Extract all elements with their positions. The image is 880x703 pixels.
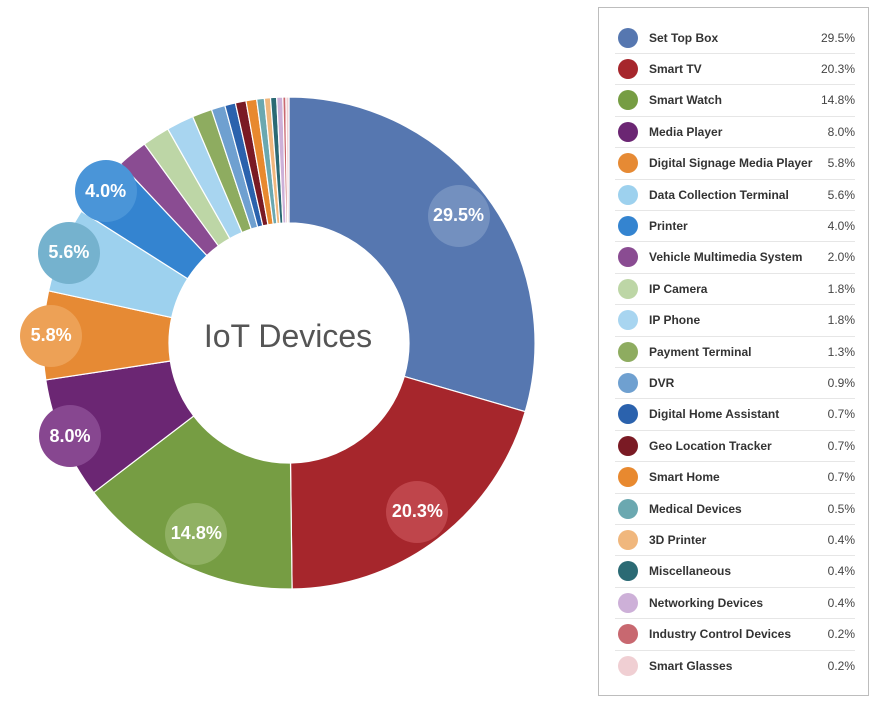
legend-swatch [618, 341, 638, 362]
legend-swatch [618, 215, 638, 236]
legend: Set Top Box 29.5% Smart TV 20.3% Smart Watch… [598, 7, 869, 696]
legend-label: Smart TV [649, 61, 702, 76]
legend-value: 0.2% [827, 658, 855, 673]
slice-label-set-top-box: 29.5% [427, 184, 490, 247]
legend-item-industry-control-devices[interactable]: Industry Control Devices 0.2% [615, 619, 855, 651]
legend-label: IP Camera [649, 281, 708, 296]
legend-value: 1.3% [827, 344, 855, 359]
legend-swatch [618, 529, 638, 550]
legend-label: Media Player [649, 124, 723, 139]
legend-swatch [618, 655, 638, 676]
legend-item-3d-printer[interactable]: 3D Printer 0.4% [615, 524, 855, 557]
legend-item-ip-camera[interactable]: IP Camera 1.8% [615, 273, 855, 306]
legend-value: 14.8% [820, 93, 855, 108]
chart-title: IoT Devices [203, 318, 373, 354]
donut-hole [169, 223, 409, 463]
legend-item-media-player[interactable]: Media Player 8.0% [615, 116, 855, 149]
legend-item-digital-home-assistant[interactable]: Digital Home Assistant 0.7% [615, 399, 855, 431]
legend-label: Smart Home [649, 470, 720, 485]
legend-swatch [618, 247, 638, 268]
legend-swatch [618, 435, 638, 456]
legend-swatch [618, 184, 638, 205]
slice-label-printer: 4.0% [74, 160, 137, 223]
legend-item-smart-watch[interactable]: Smart Watch 14.8% [615, 85, 855, 117]
legend-value: 20.3% [820, 61, 855, 76]
slice-label-smart-tv: 20.3% [386, 480, 449, 543]
legend-label: Printer [649, 218, 688, 233]
legend-value: 0.7% [827, 407, 855, 422]
legend-label: Geo Location Tracker [649, 438, 772, 453]
legend-item-geo-location-tracker[interactable]: Geo Location Tracker 0.7% [615, 430, 855, 463]
slice-label-smart-watch: 14.8% [165, 502, 228, 565]
legend-item-data-collection-terminal[interactable]: Data Collection Terminal 5.6% [615, 179, 855, 211]
donut-chart: IoT Devices 29.5% 20.3% 14.8% 8.0% 5.8% 5.6% 4… [20, 96, 536, 590]
legend-swatch [618, 27, 638, 48]
legend-label: Vehicle Multimedia System [649, 250, 803, 265]
legend-item-payment-terminal[interactable]: Payment Terminal 1.3% [615, 336, 855, 368]
legend-label: Medical Devices [649, 501, 742, 516]
legend-label: Digital Signage Media Player [649, 156, 813, 171]
legend-value: 1.8% [827, 313, 855, 328]
legend-item-printer[interactable]: Printer 4.0% [615, 210, 855, 243]
legend-value: 4.0% [827, 218, 855, 233]
legend-swatch [618, 592, 638, 613]
legend-value: 2.0% [827, 250, 855, 265]
legend-item-ip-phone[interactable]: IP Phone 1.8% [615, 305, 855, 337]
legend-swatch [618, 153, 638, 174]
legend-value: 0.4% [827, 564, 855, 579]
legend-item-dvr[interactable]: DVR 0.9% [615, 367, 855, 400]
legend-value: 0.7% [827, 470, 855, 485]
legend-item-medical-devices[interactable]: Medical Devices 0.5% [615, 493, 855, 525]
legend-swatch [618, 90, 638, 111]
legend-swatch [618, 121, 638, 142]
legend-value: 8.0% [827, 124, 855, 139]
slice-label-data-collection-terminal: 5.6% [37, 221, 100, 284]
slice-label-media-player: 8.0% [38, 405, 101, 468]
legend-label: Miscellaneous [649, 564, 732, 579]
legend-label: Set Top Box [649, 30, 719, 45]
legend-swatch [618, 404, 638, 425]
legend-swatch [618, 467, 638, 488]
legend-label: Smart Glasses [649, 658, 733, 673]
legend-value: 0.7% [827, 438, 855, 453]
legend-swatch [618, 498, 638, 519]
legend-item-networking-devices[interactable]: Networking Devices 0.4% [615, 587, 855, 620]
legend-label: Networking Devices [649, 595, 764, 610]
legend-item-set-top-box[interactable]: Set Top Box 29.5% [615, 22, 855, 54]
legend-swatch [618, 58, 638, 79]
legend-label: Payment Terminal [649, 344, 752, 359]
legend-item-smart-home[interactable]: Smart Home 0.7% [615, 462, 855, 494]
legend-label: Industry Control Devices [649, 627, 792, 642]
legend-value: 0.5% [827, 501, 855, 516]
legend-label: Digital Home Assistant [649, 407, 780, 422]
legend-swatch [618, 561, 638, 582]
legend-item-digital-signage-media-player[interactable]: Digital Signage Media Player 5.8% [615, 148, 855, 180]
legend-swatch [618, 372, 638, 393]
legend-value: 0.2% [827, 627, 855, 642]
legend-item-vehicle-multimedia-system[interactable]: Vehicle Multimedia System 2.0% [615, 242, 855, 274]
legend-label: Smart Watch [649, 93, 722, 108]
legend-label: Data Collection Terminal [649, 187, 789, 202]
legend-value: 29.5% [820, 30, 855, 45]
legend-item-smart-tv[interactable]: Smart TV 20.3% [615, 53, 855, 86]
legend-swatch [618, 624, 638, 645]
legend-value: 0.4% [827, 595, 855, 610]
legend-value: 5.6% [827, 187, 855, 202]
legend-value: 5.8% [827, 156, 855, 171]
legend-item-miscellaneous[interactable]: Miscellaneous 0.4% [615, 556, 855, 588]
legend-item-smart-glasses[interactable]: Smart Glasses 0.2% [615, 650, 855, 681]
slice-label-digital-signage-media-player: 5.8% [20, 304, 83, 367]
legend-value: 0.4% [827, 532, 855, 547]
legend-swatch [618, 278, 638, 299]
legend-label: IP Phone [649, 313, 701, 328]
legend-value: 1.8% [827, 281, 855, 296]
legend-value: 0.9% [827, 375, 855, 390]
legend-label: 3D Printer [649, 532, 707, 547]
legend-swatch [618, 310, 638, 331]
legend-label: DVR [649, 375, 675, 390]
